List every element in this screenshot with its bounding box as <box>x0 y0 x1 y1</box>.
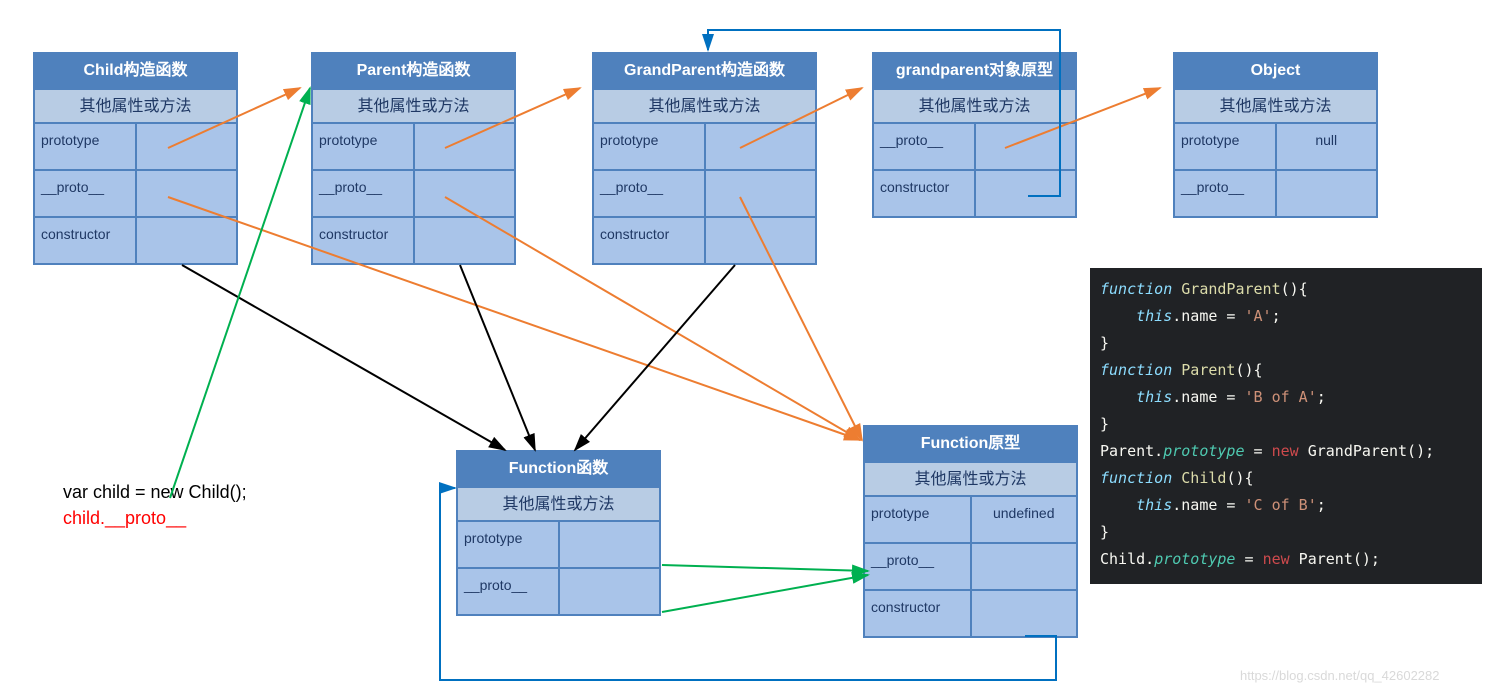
gp_proto-cell-1-label: constructor <box>874 171 974 216</box>
func-subtitle: 其他属性或方法 <box>458 486 659 520</box>
grandparent-cell-2-value <box>704 218 816 263</box>
code-line-5: } <box>1100 411 1472 438</box>
parent-row-1: __proto__ <box>313 169 514 216</box>
parent-subtitle: 其他属性或方法 <box>313 88 514 122</box>
annotation-line2: child.__proto__ <box>63 508 186 529</box>
func-cell-0-label: prototype <box>458 522 558 567</box>
child-row-0: prototype <box>35 122 236 169</box>
object-row-1: __proto__ <box>1175 169 1376 216</box>
grandparent-row-2: constructor <box>594 216 815 263</box>
code-line-8: this.name = 'C of B'; <box>1100 492 1472 519</box>
grandparent-cell-0-value <box>704 124 816 169</box>
parent-cell-0-label: prototype <box>313 124 413 169</box>
grandparent-cell-1-value <box>704 171 816 216</box>
code-line-7: function Child(){ <box>1100 465 1472 492</box>
child-subtitle: 其他属性或方法 <box>35 88 236 122</box>
func_proto-subtitle: 其他属性或方法 <box>865 461 1076 495</box>
func-cell-1-label: __proto__ <box>458 569 558 614</box>
object-cell-1-value <box>1275 171 1377 216</box>
grandparent-cell-0-label: prototype <box>594 124 704 169</box>
gp_proto-subtitle: 其他属性或方法 <box>874 88 1075 122</box>
parent-cell-2-value <box>413 218 515 263</box>
gp_proto-cell-1-value <box>974 171 1076 216</box>
grandparent-box: GrandParent构造函数其他属性或方法prototype__proto__… <box>592 52 817 265</box>
code-line-4: this.name = 'B of A'; <box>1100 384 1472 411</box>
code-snippet: function GrandParent(){ this.name = 'A';… <box>1090 268 1482 584</box>
object-title: Object <box>1175 54 1376 88</box>
code-line-1: this.name = 'A'; <box>1100 303 1472 330</box>
child-cell-1-label: __proto__ <box>35 171 135 216</box>
grandparent-cell-1-label: __proto__ <box>594 171 704 216</box>
child-cell-0-value <box>135 124 237 169</box>
arrow-8 <box>460 265 535 450</box>
child-cell-2-value <box>135 218 237 263</box>
func_proto-title: Function原型 <box>865 427 1076 461</box>
func_proto-cell-2-label: constructor <box>865 591 970 636</box>
grandparent-title: GrandParent构造函数 <box>594 54 815 88</box>
code-line-6: Parent.prototype = new GrandParent(); <box>1100 438 1472 465</box>
func-row-0: prototype <box>458 520 659 567</box>
func-title: Function函数 <box>458 452 659 486</box>
child-box: Child构造函数其他属性或方法prototype__proto__constr… <box>33 52 238 265</box>
object-row-0: prototypenull <box>1175 122 1376 169</box>
child-row-1: __proto__ <box>35 169 236 216</box>
parent-cell-1-value <box>413 171 515 216</box>
child-row-2: constructor <box>35 216 236 263</box>
code-line-0: function GrandParent(){ <box>1100 276 1472 303</box>
object-box: Object其他属性或方法prototypenull__proto__ <box>1173 52 1378 218</box>
func_proto-row-2: constructor <box>865 589 1076 636</box>
grandparent-subtitle: 其他属性或方法 <box>594 88 815 122</box>
child-title: Child构造函数 <box>35 54 236 88</box>
child-cell-1-value <box>135 171 237 216</box>
func-row-1: __proto__ <box>458 567 659 614</box>
child-cell-0-label: prototype <box>35 124 135 169</box>
watermark: https://blog.csdn.net/qq_42602282 <box>1240 668 1440 683</box>
code-line-2: } <box>1100 330 1472 357</box>
func-cell-1-value <box>558 569 660 614</box>
arrow-9 <box>575 265 735 450</box>
object-cell-0-value: null <box>1275 124 1377 169</box>
func_proto-cell-2-value <box>970 591 1077 636</box>
parent-cell-1-label: __proto__ <box>313 171 413 216</box>
code-line-10: Child.prototype = new Parent(); <box>1100 546 1472 573</box>
child-cell-2-label: constructor <box>35 218 135 263</box>
func_proto-box: Function原型其他属性或方法prototypeundefined__pro… <box>863 425 1078 638</box>
gp_proto-row-1: constructor <box>874 169 1075 216</box>
object-subtitle: 其他属性或方法 <box>1175 88 1376 122</box>
parent-row-2: constructor <box>313 216 514 263</box>
func_proto-cell-1-label: __proto__ <box>865 544 970 589</box>
parent-cell-2-label: constructor <box>313 218 413 263</box>
grandparent-row-1: __proto__ <box>594 169 815 216</box>
arrow-11 <box>662 565 868 571</box>
parent-row-0: prototype <box>313 122 514 169</box>
grandparent-row-0: prototype <box>594 122 815 169</box>
object-cell-1-label: __proto__ <box>1175 171 1275 216</box>
grandparent-cell-2-label: constructor <box>594 218 704 263</box>
parent-box: Parent构造函数其他属性或方法prototype__proto__const… <box>311 52 516 265</box>
code-line-9: } <box>1100 519 1472 546</box>
annotation-line1: var child = new Child(); <box>63 482 247 503</box>
arrow-7 <box>182 265 505 450</box>
func-cell-0-value <box>558 522 660 567</box>
parent-title: Parent构造函数 <box>313 54 514 88</box>
gp_proto-row-0: __proto__ <box>874 122 1075 169</box>
gp_proto-cell-0-label: __proto__ <box>874 124 974 169</box>
func_proto-cell-0-value: undefined <box>970 497 1077 542</box>
func_proto-row-1: __proto__ <box>865 542 1076 589</box>
func-box: Function函数其他属性或方法prototype__proto__ <box>456 450 661 616</box>
func_proto-cell-0-label: prototype <box>865 497 970 542</box>
func_proto-cell-1-value <box>970 544 1077 589</box>
gp_proto-cell-0-value <box>974 124 1076 169</box>
parent-cell-0-value <box>413 124 515 169</box>
object-cell-0-label: prototype <box>1175 124 1275 169</box>
arrow-12 <box>662 575 868 612</box>
gp_proto-title: grandparent对象原型 <box>874 54 1075 88</box>
code-line-3: function Parent(){ <box>1100 357 1472 384</box>
gp_proto-box: grandparent对象原型其他属性或方法__proto__construct… <box>872 52 1077 218</box>
func_proto-row-0: prototypeundefined <box>865 495 1076 542</box>
